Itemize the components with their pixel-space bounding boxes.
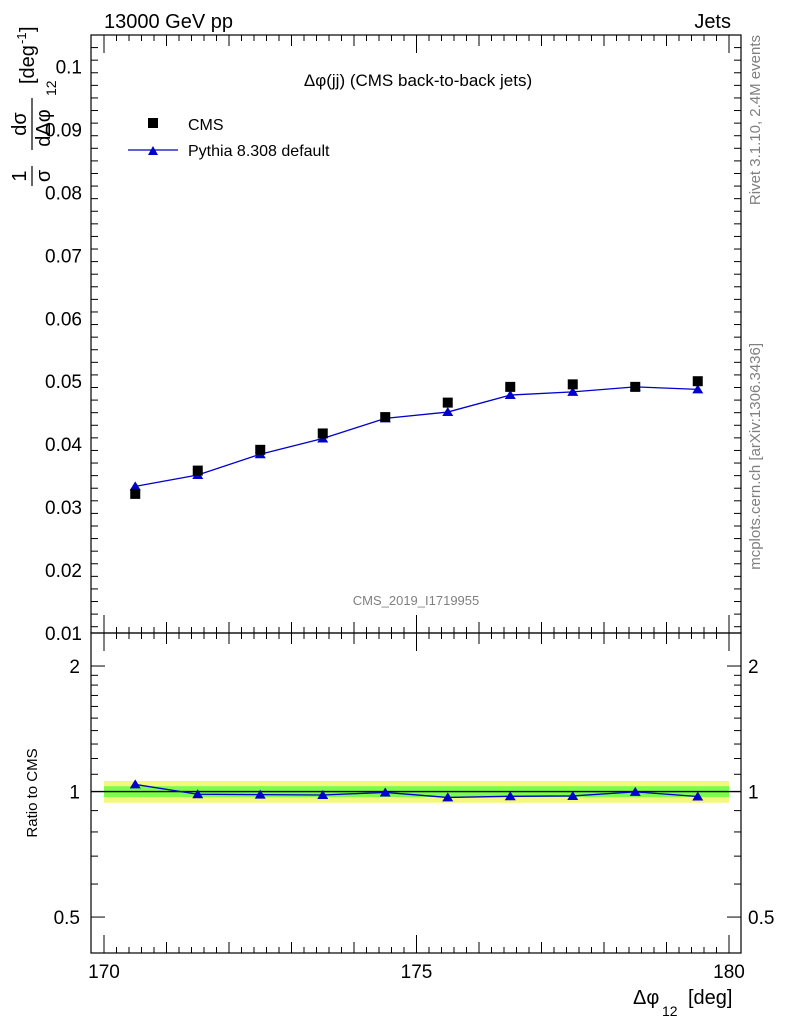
x-tick-labels: 170 175 180 (88, 962, 745, 983)
legend-cms-marker (148, 118, 158, 128)
y-tick-label: 0.09 (45, 120, 82, 141)
x-label-unit: [deg] (688, 987, 732, 1009)
ratio-pythia-point (379, 787, 391, 797)
y-label-ddphi: dΔφ (33, 109, 55, 146)
legend-cms-label: CMS (188, 117, 224, 134)
plot-title: Δφ(jj) (CMS back-to-back jets) (304, 71, 532, 90)
ratio-pythia-point (254, 789, 266, 799)
ratio-y-tick-label-right: 2 (748, 657, 759, 678)
analysis-label: CMS_2019_I1719955 (353, 593, 480, 608)
pythia-point (567, 386, 579, 396)
cms-point (380, 412, 391, 423)
pythia-point (692, 384, 704, 394)
x-tick-label: 175 (401, 962, 433, 983)
y-tick-label: 0.1 (56, 57, 82, 78)
y-axis-label: 1 σ dσ dΔφ 12 [deg -1 ] (9, 26, 59, 186)
y-label-subscript: 12 (43, 80, 59, 96)
pythia-line (135, 386, 698, 487)
ratio-y-tick-label-left: 1 (69, 783, 80, 804)
y-label-one: 1 (9, 170, 31, 181)
ratio-y-tick-label-left: 0.5 (54, 908, 80, 929)
ratio-axis-label: Ratio to CMS (24, 748, 41, 837)
x-label-main: Δφ (633, 987, 659, 1009)
cms-point (630, 381, 641, 392)
y-label-sigma: σ (33, 169, 55, 182)
ratio-pythia-point (629, 786, 641, 796)
ratio-pythia-point (567, 790, 579, 800)
y-tick-label: 0.05 (45, 372, 82, 393)
ratio-y-tick-label-right: 1 (748, 783, 759, 804)
ratio-pythia-point (317, 790, 329, 800)
major-ticks (91, 35, 741, 953)
y-tick-label: 0.06 (45, 309, 82, 330)
x-tick-label: 170 (88, 962, 120, 983)
ratio-pythia-point (129, 779, 141, 789)
cms-point (317, 428, 328, 439)
y-tick-label: 0.04 (45, 435, 82, 456)
pythia-point (442, 407, 454, 417)
y-label-dsigma: dσ (9, 112, 31, 136)
ratio-plot-frame (90, 632, 742, 954)
pythia-point (504, 390, 516, 400)
ratio-pythia-point (192, 789, 204, 799)
cms-point (130, 488, 141, 499)
ratio-y-tick-label-right: 0.5 (748, 908, 774, 929)
ratio-pythia-point (442, 792, 454, 802)
ratio-y-tick-label-left: 2 (69, 657, 80, 678)
ratio-pythia-point (692, 791, 704, 801)
ratio-pythia-point (504, 791, 516, 801)
cms-point (192, 465, 203, 476)
y-tick-label: 0.07 (45, 246, 82, 267)
header-category-label: Jets (694, 11, 731, 33)
x-label-subscript: 12 (662, 1003, 678, 1019)
header-energy-label: 13000 GeV pp (104, 11, 233, 33)
x-axis-label: Δφ 12 [deg] (633, 987, 732, 1019)
y-tick-label: 0.03 (45, 498, 82, 519)
cms-point (442, 397, 453, 408)
y-tick-labels: 0.01 0.02 0.03 0.04 0.05 0.06 0.07 0.08 0.09 0.1 (45, 57, 82, 645)
ratio-y-tick-labels: 0.5 0.5 1 1 2 2 (54, 657, 775, 929)
cms-point (692, 376, 703, 387)
legend-pythia-marker (148, 146, 158, 155)
y-tick-label: 0.01 (45, 624, 82, 645)
legend: CMS Pythia 8.308 default (128, 117, 330, 160)
ratio-pythia-line (135, 783, 698, 799)
y-tick-label: 0.08 (45, 183, 82, 204)
mcplots-label: mcplots.cern.ch [arXiv:1306.3436] (747, 343, 764, 570)
legend-pythia-label: Pythia 8.308 default (188, 143, 330, 160)
y-label-unit-close: ] (17, 26, 39, 32)
data-series (129, 376, 704, 802)
cms-point (255, 444, 266, 455)
cms-point (567, 379, 578, 390)
y-label-unit-superscript: -1 (14, 32, 29, 44)
minor-ticks (91, 34, 741, 953)
cms-point (505, 381, 516, 392)
y-label-unit: [deg (17, 45, 39, 84)
rivet-version-label: Rivet 3.1.10, 2.4M events (747, 35, 764, 205)
y-tick-label: 0.02 (45, 561, 82, 582)
pythia-point (129, 481, 141, 491)
x-tick-label: 180 (713, 962, 745, 983)
